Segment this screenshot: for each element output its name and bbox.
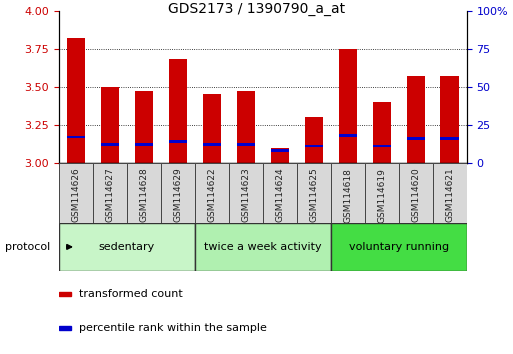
Bar xyxy=(236,91,255,163)
Bar xyxy=(441,137,459,140)
Bar xyxy=(406,76,425,163)
Bar xyxy=(169,59,187,163)
Text: GSM114622: GSM114622 xyxy=(207,168,216,222)
Text: GSM114619: GSM114619 xyxy=(378,168,386,223)
Bar xyxy=(263,163,297,223)
Bar xyxy=(372,145,391,148)
Text: GSM114620: GSM114620 xyxy=(411,168,420,222)
Bar xyxy=(406,137,425,140)
Bar xyxy=(59,292,71,296)
Bar xyxy=(127,163,161,223)
Text: GSM114626: GSM114626 xyxy=(71,168,81,222)
Text: GDS2173 / 1390790_a_at: GDS2173 / 1390790_a_at xyxy=(168,2,345,16)
Bar xyxy=(134,91,153,163)
Bar xyxy=(339,49,357,163)
Bar xyxy=(297,163,331,223)
Bar xyxy=(270,148,289,163)
Text: voluntary running: voluntary running xyxy=(349,242,449,252)
Text: GSM114618: GSM114618 xyxy=(343,168,352,223)
Bar xyxy=(93,163,127,223)
Text: GSM114627: GSM114627 xyxy=(106,168,114,222)
Bar xyxy=(236,143,255,146)
Text: percentile rank within the sample: percentile rank within the sample xyxy=(80,323,267,333)
Bar xyxy=(67,136,85,138)
Text: sedentary: sedentary xyxy=(99,242,155,252)
Bar xyxy=(339,134,357,137)
Bar xyxy=(101,87,120,163)
Bar xyxy=(59,223,195,271)
Bar xyxy=(365,163,399,223)
Bar xyxy=(59,326,71,330)
Bar xyxy=(331,223,467,271)
Bar xyxy=(305,117,323,163)
Bar xyxy=(134,143,153,146)
Text: GSM114624: GSM114624 xyxy=(275,168,284,222)
Bar xyxy=(195,163,229,223)
Text: GSM114625: GSM114625 xyxy=(309,168,319,222)
Text: transformed count: transformed count xyxy=(80,289,183,299)
Bar xyxy=(169,140,187,143)
Bar xyxy=(305,145,323,148)
Bar xyxy=(101,143,120,146)
Text: GSM114621: GSM114621 xyxy=(445,168,455,222)
Text: protocol: protocol xyxy=(5,242,50,252)
Bar xyxy=(433,163,467,223)
Text: twice a week activity: twice a week activity xyxy=(204,242,322,252)
Bar xyxy=(399,163,433,223)
Bar xyxy=(270,149,289,152)
Bar xyxy=(441,76,459,163)
Bar xyxy=(203,143,221,146)
Bar xyxy=(372,102,391,163)
Bar xyxy=(59,163,93,223)
Bar xyxy=(67,38,85,163)
Bar xyxy=(331,163,365,223)
Text: GSM114628: GSM114628 xyxy=(140,168,148,222)
Text: GSM114629: GSM114629 xyxy=(173,168,183,222)
Bar xyxy=(203,94,221,163)
Bar xyxy=(195,223,331,271)
Bar xyxy=(161,163,195,223)
Bar xyxy=(229,163,263,223)
Text: GSM114623: GSM114623 xyxy=(242,168,250,222)
